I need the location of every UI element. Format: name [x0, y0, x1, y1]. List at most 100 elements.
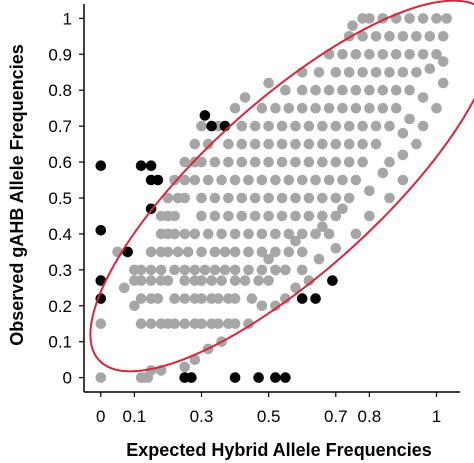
gray-data-point [216, 275, 227, 286]
gray-data-point [209, 156, 221, 168]
gray-data-point [276, 120, 288, 132]
gray-data-point [270, 246, 281, 258]
gray-data-point [343, 120, 355, 132]
black-data-point [296, 293, 308, 304]
gray-data-point [397, 67, 409, 78]
gray-data-point [169, 210, 180, 222]
gray-data-point [263, 192, 274, 204]
gray-data-point [437, 56, 449, 67]
x-tick-label: 0.3 [190, 407, 214, 426]
gray-data-point [270, 174, 281, 186]
gray-data-point [280, 264, 291, 276]
gray-data-point [162, 192, 174, 204]
gray-data-point [337, 102, 348, 114]
x-tick-label: 0.5 [257, 407, 281, 426]
gray-data-point [384, 192, 395, 204]
gray-data-point [437, 31, 449, 42]
gray-data-point [263, 77, 274, 89]
black-data-point [95, 160, 107, 171]
gray-data-point [357, 31, 368, 42]
gray-data-point [236, 210, 248, 222]
gray-data-point [290, 192, 301, 204]
gray-data-point [384, 120, 395, 132]
gray-data-point [236, 120, 248, 132]
gray-data-point [229, 174, 241, 186]
gray-data-point [249, 138, 261, 150]
y-tick-label: 0.6 [48, 153, 72, 172]
gray-data-point [263, 156, 274, 168]
gray-data-point [364, 102, 375, 114]
gray-data-point [135, 264, 147, 276]
black-data-point [270, 372, 281, 383]
gray-data-point [317, 156, 328, 168]
gray-data-point [189, 138, 201, 150]
gray-data-point [256, 264, 268, 276]
gray-data-point [397, 149, 409, 161]
gray-data-point [377, 84, 389, 96]
gray-data-point [223, 138, 234, 150]
gray-data-point [219, 246, 231, 258]
gray-data-point [323, 174, 335, 186]
gray-data-point [249, 156, 261, 168]
gray-data-point [350, 102, 362, 114]
confidence-ellipse [89, 0, 474, 373]
gray-data-point [196, 318, 207, 330]
gray-data-point [317, 210, 328, 222]
gray-data-point [276, 210, 288, 222]
gray-data-point [179, 174, 190, 186]
gray-data-point [397, 128, 409, 139]
y-tick-label: 0.3 [48, 261, 72, 280]
gray-data-point [296, 246, 308, 258]
gray-data-point [290, 156, 301, 168]
y-axis-label: Observed gAHB Allele Frequencies [7, 44, 27, 345]
x-tick-labels: 0 0.1 0.3 0.5 0.7 0.8 1 [96, 407, 441, 426]
y-tick-label: 0.2 [48, 297, 72, 316]
gray-data-point [431, 13, 442, 24]
gray-data-point [397, 31, 409, 42]
gray-data-point [317, 138, 328, 150]
gray-data-point [263, 120, 274, 132]
gray-data-point [431, 49, 442, 60]
gray-data-point [223, 210, 234, 222]
gray-data-point [169, 293, 180, 304]
gray-data-point [270, 102, 281, 114]
gray-data-point [179, 264, 190, 276]
gray-data-point [263, 210, 274, 222]
gray-data-point [280, 84, 291, 96]
gray-data-point [249, 192, 261, 204]
gray-data-point [276, 156, 288, 168]
gray-data-point [330, 243, 342, 254]
black-data-point [145, 160, 157, 171]
gray-data-point [196, 156, 207, 168]
gray-data-point [229, 275, 241, 286]
gray-data-point [243, 246, 254, 258]
x-tick-label: 0 [96, 407, 105, 426]
plot-points [95, 13, 452, 383]
gray-data-point [343, 156, 355, 168]
black-data-point [310, 293, 321, 304]
gray-data-point [270, 228, 281, 240]
y-tick-label: 0.8 [48, 81, 72, 100]
gray-data-point [364, 185, 375, 197]
gray-data-point [229, 264, 241, 276]
y-tick-label: 0.5 [48, 189, 72, 208]
gray-data-point [357, 120, 368, 132]
gray-data-point [135, 293, 147, 304]
gray-data-point [276, 138, 288, 150]
x-tick-label: 0.1 [123, 407, 147, 426]
gray-data-point [337, 49, 348, 60]
gray-data-point [303, 192, 315, 204]
gray-data-point [179, 293, 190, 304]
gray-data-point [179, 156, 190, 168]
black-data-point [199, 110, 211, 121]
gray-data-point [303, 210, 315, 222]
gray-data-point [179, 318, 190, 330]
gray-data-point [145, 275, 157, 286]
gray-data-point [431, 102, 442, 114]
x-axis-label: Expected Hybrid Allele Frequencies [126, 440, 431, 460]
gray-data-point [370, 31, 382, 42]
y-tick-label: 1 [63, 9, 72, 28]
gray-data-point [270, 300, 281, 312]
gray-data-point [162, 246, 174, 258]
